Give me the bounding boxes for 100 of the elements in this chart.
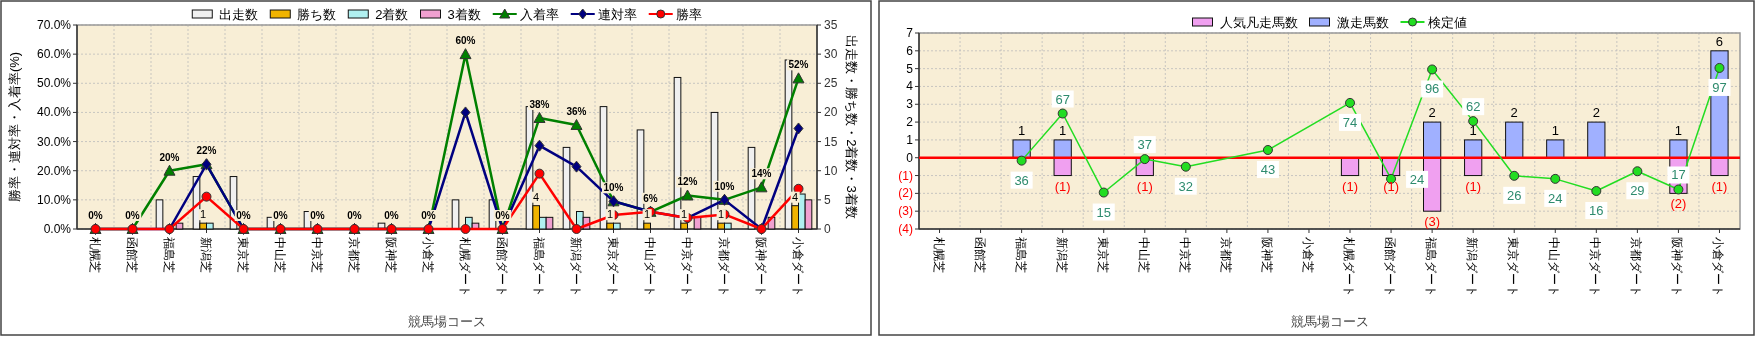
- data-label: 97: [1712, 79, 1727, 95]
- legend-label: 激走馬数: [1336, 15, 1389, 30]
- data-label: 38%: [529, 98, 550, 110]
- data-label: 1: [200, 208, 207, 221]
- y-tick-label: 0: [906, 150, 914, 165]
- data-label: 67: [1055, 91, 1070, 107]
- data-label: 24: [1548, 190, 1563, 206]
- data-label: 26: [1506, 187, 1522, 203]
- data-label: 1: [1059, 122, 1067, 138]
- x-tick-label: 阪神芝: [1259, 237, 1274, 273]
- x-axis-title: 競馬場コース: [408, 314, 486, 329]
- y2-axis-title: 出走数・勝ち数・2着数・3着数: [844, 35, 859, 219]
- data-label: 36: [1014, 172, 1029, 188]
- y-tick-label: 50.0%: [36, 76, 72, 91]
- data-label: 1: [644, 208, 651, 221]
- data-label: 0%: [384, 210, 399, 221]
- x-tick-label: 京都ダート: [716, 237, 731, 297]
- x-tick-label: 札幌ダート: [1342, 237, 1357, 297]
- y-tick-label: 30.0%: [36, 134, 72, 149]
- y2-tick-label: 5: [824, 192, 831, 207]
- legend-label: 入着率: [519, 7, 559, 22]
- data-label: 60%: [455, 35, 476, 47]
- legend-label: 出走数: [219, 7, 259, 22]
- x-tick-label: 函館芝: [972, 237, 987, 273]
- data-label: 1: [1018, 122, 1026, 138]
- data-label: 32: [1178, 178, 1194, 194]
- x-tick-label: 中山ダート: [642, 237, 657, 297]
- data-label: 0%: [236, 210, 251, 221]
- data-label: 15: [1096, 204, 1111, 220]
- x-tick-label: 札幌芝: [931, 237, 946, 273]
- data-label: 17: [1671, 167, 1686, 183]
- y2-tick-label: 25: [824, 76, 838, 91]
- x-tick-label: 阪神ダート: [753, 237, 768, 297]
- data-label: 12%: [677, 176, 698, 188]
- y-tick-label: 3: [906, 97, 914, 112]
- x-tick-label: 小倉ダート: [790, 237, 805, 297]
- x-tick-label: 中山芝: [272, 237, 287, 273]
- x-tick-label: 中山芝: [1136, 237, 1151, 273]
- x-tick-label: 中京芝: [1177, 237, 1192, 273]
- x-tick-label: 函館ダート: [1383, 237, 1398, 297]
- data-label: 20%: [159, 151, 180, 163]
- x-tick-label: 阪神ダート: [1670, 237, 1685, 297]
- x-tick-label: 中京ダート: [1588, 237, 1603, 297]
- data-label: (3): [1424, 214, 1441, 230]
- legend-label: 勝率: [675, 7, 702, 22]
- data-label: 6: [1715, 33, 1724, 49]
- y-tick-label: (3): [898, 204, 913, 219]
- data-label: 2: [1510, 105, 1518, 121]
- data-label: (1): [1465, 178, 1482, 194]
- x-tick-label: 新潟ダート: [568, 237, 583, 297]
- data-label: 4: [792, 190, 799, 203]
- data-label: 74: [1342, 114, 1358, 130]
- x-tick-label: 福島芝: [161, 237, 176, 273]
- data-label: 29: [1630, 183, 1645, 199]
- y-tick-label: 6: [906, 43, 914, 58]
- data-label: 2: [1428, 105, 1436, 121]
- y-tick-label: 40.0%: [36, 105, 72, 120]
- data-label: 14%: [751, 168, 772, 180]
- data-label: 0%: [273, 210, 288, 221]
- x-tick-label: 函館芝: [124, 237, 139, 273]
- data-label: (1): [1136, 178, 1153, 194]
- y2-tick-label: 35: [824, 18, 838, 32]
- legend-label: 勝ち数: [297, 7, 337, 22]
- y-tick-label: 70.0%: [36, 18, 72, 32]
- x-tick-label: 京都芝: [1218, 237, 1233, 273]
- x-tick-label: 函館ダート: [494, 237, 509, 297]
- data-label: 1: [1674, 122, 1683, 138]
- legend-label: 連対率: [597, 7, 637, 22]
- y-tick-label: 0.0%: [43, 222, 72, 236]
- data-label: 0%: [88, 210, 103, 221]
- y2-tick-label: 0: [824, 222, 831, 236]
- data-label: 10%: [714, 180, 735, 192]
- data-label: 22%: [196, 145, 217, 157]
- data-label: 0%: [347, 210, 362, 221]
- y2-tick-label: 30: [824, 47, 838, 62]
- x-tick-label: 新潟ダート: [1465, 237, 1480, 297]
- data-label: 96: [1424, 81, 1440, 97]
- y-tick-label: 4: [906, 79, 914, 94]
- y-tick-label: 1: [906, 132, 914, 147]
- legend-label: 検定値: [1427, 15, 1467, 30]
- x-tick-label: 小倉ダート: [1711, 237, 1726, 297]
- x-tick-label: 小倉芝: [1300, 237, 1315, 273]
- data-label: 24: [1409, 171, 1425, 187]
- x-tick-label: 福島芝: [1013, 237, 1028, 273]
- legend-label: 2着数: [375, 7, 409, 22]
- x-tick-label: 京都ダート: [1629, 237, 1644, 297]
- data-label: 0%: [495, 210, 510, 221]
- data-label: 62: [1465, 99, 1481, 115]
- x-tick-label: 東京ダート: [1506, 237, 1521, 297]
- data-label: 0%: [125, 210, 140, 221]
- data-label: 16: [1589, 203, 1604, 219]
- x-axis-title: 競馬場コース: [1290, 314, 1369, 329]
- x-tick-label: 福島ダート: [531, 237, 546, 297]
- data-label: 2: [1592, 105, 1600, 121]
- x-tick-label: 東京ダート: [605, 237, 620, 297]
- y-tick-label: (4): [898, 222, 913, 236]
- data-label: 52%: [788, 59, 809, 71]
- y-axis-title: 勝率・連対率・入着率(%): [7, 51, 22, 203]
- data-label: (2): [1670, 196, 1687, 212]
- data-label: (1): [1342, 178, 1358, 194]
